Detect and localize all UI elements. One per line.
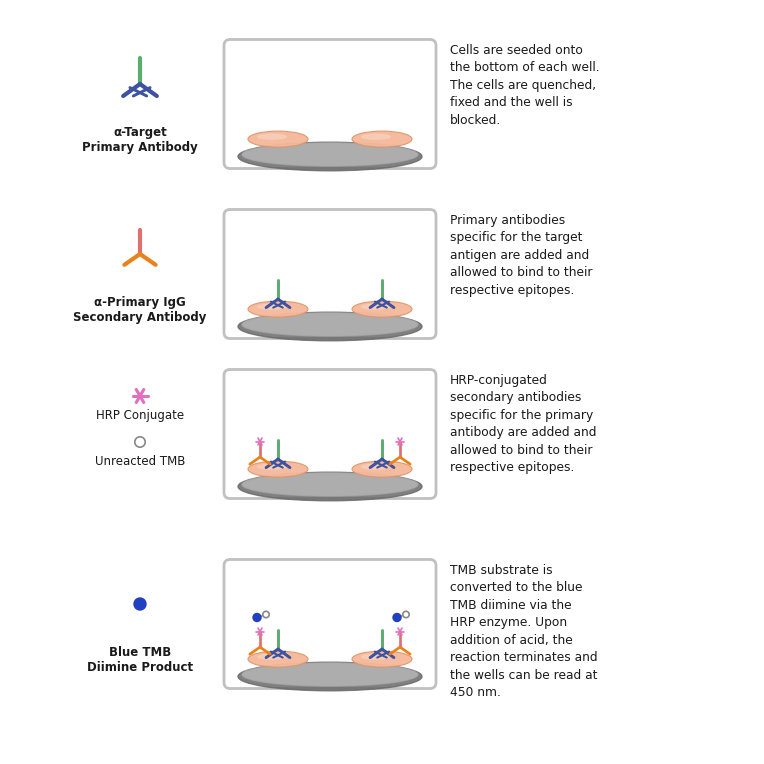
Circle shape: [134, 598, 146, 610]
Ellipse shape: [242, 663, 418, 686]
Text: Primary antibodies
specific for the target
antigen are added and
allowed to bind: Primary antibodies specific for the targ…: [450, 214, 593, 296]
Text: Cells are seeded onto
the bottom of each well.
The cells are quenched,
fixed and: Cells are seeded onto the bottom of each…: [450, 44, 600, 127]
Ellipse shape: [257, 303, 287, 310]
Text: α-Target
Primary Antibody: α-Target Primary Antibody: [82, 126, 198, 154]
FancyBboxPatch shape: [224, 559, 436, 688]
Ellipse shape: [352, 301, 412, 317]
Circle shape: [393, 613, 401, 621]
Ellipse shape: [257, 653, 287, 660]
Text: HRP-conjugated
secondary antibodies
specific for the primary
antibody are added : HRP-conjugated secondary antibodies spec…: [450, 374, 597, 474]
Ellipse shape: [361, 134, 391, 140]
Circle shape: [263, 611, 269, 618]
Text: Blue TMB
Diimine Product: Blue TMB Diimine Product: [87, 646, 193, 674]
Ellipse shape: [361, 303, 391, 310]
Ellipse shape: [242, 312, 418, 336]
Circle shape: [403, 611, 410, 618]
Ellipse shape: [248, 131, 308, 147]
Ellipse shape: [238, 142, 422, 171]
Text: Unreacted TMB: Unreacted TMB: [95, 455, 185, 468]
Ellipse shape: [352, 131, 412, 147]
Ellipse shape: [242, 143, 418, 167]
Ellipse shape: [248, 461, 308, 477]
Ellipse shape: [238, 312, 422, 341]
Circle shape: [134, 437, 145, 447]
Ellipse shape: [248, 651, 308, 667]
Ellipse shape: [257, 134, 287, 140]
Ellipse shape: [352, 651, 412, 667]
Text: TMB substrate is
converted to the blue
TMB diimine via the
HRP enzyme. Upon
addi: TMB substrate is converted to the blue T…: [450, 564, 597, 699]
Ellipse shape: [361, 653, 391, 660]
Ellipse shape: [257, 464, 287, 470]
FancyBboxPatch shape: [224, 209, 436, 338]
Ellipse shape: [248, 301, 308, 317]
FancyBboxPatch shape: [224, 370, 436, 498]
Ellipse shape: [238, 662, 422, 691]
Ellipse shape: [238, 472, 422, 500]
Text: α-Primary IgG
Secondary Antibody: α-Primary IgG Secondary Antibody: [73, 296, 207, 324]
Circle shape: [253, 613, 261, 621]
Ellipse shape: [242, 473, 418, 496]
FancyBboxPatch shape: [224, 40, 436, 169]
Ellipse shape: [361, 464, 391, 470]
Text: HRP Conjugate: HRP Conjugate: [96, 409, 184, 422]
Ellipse shape: [352, 461, 412, 477]
